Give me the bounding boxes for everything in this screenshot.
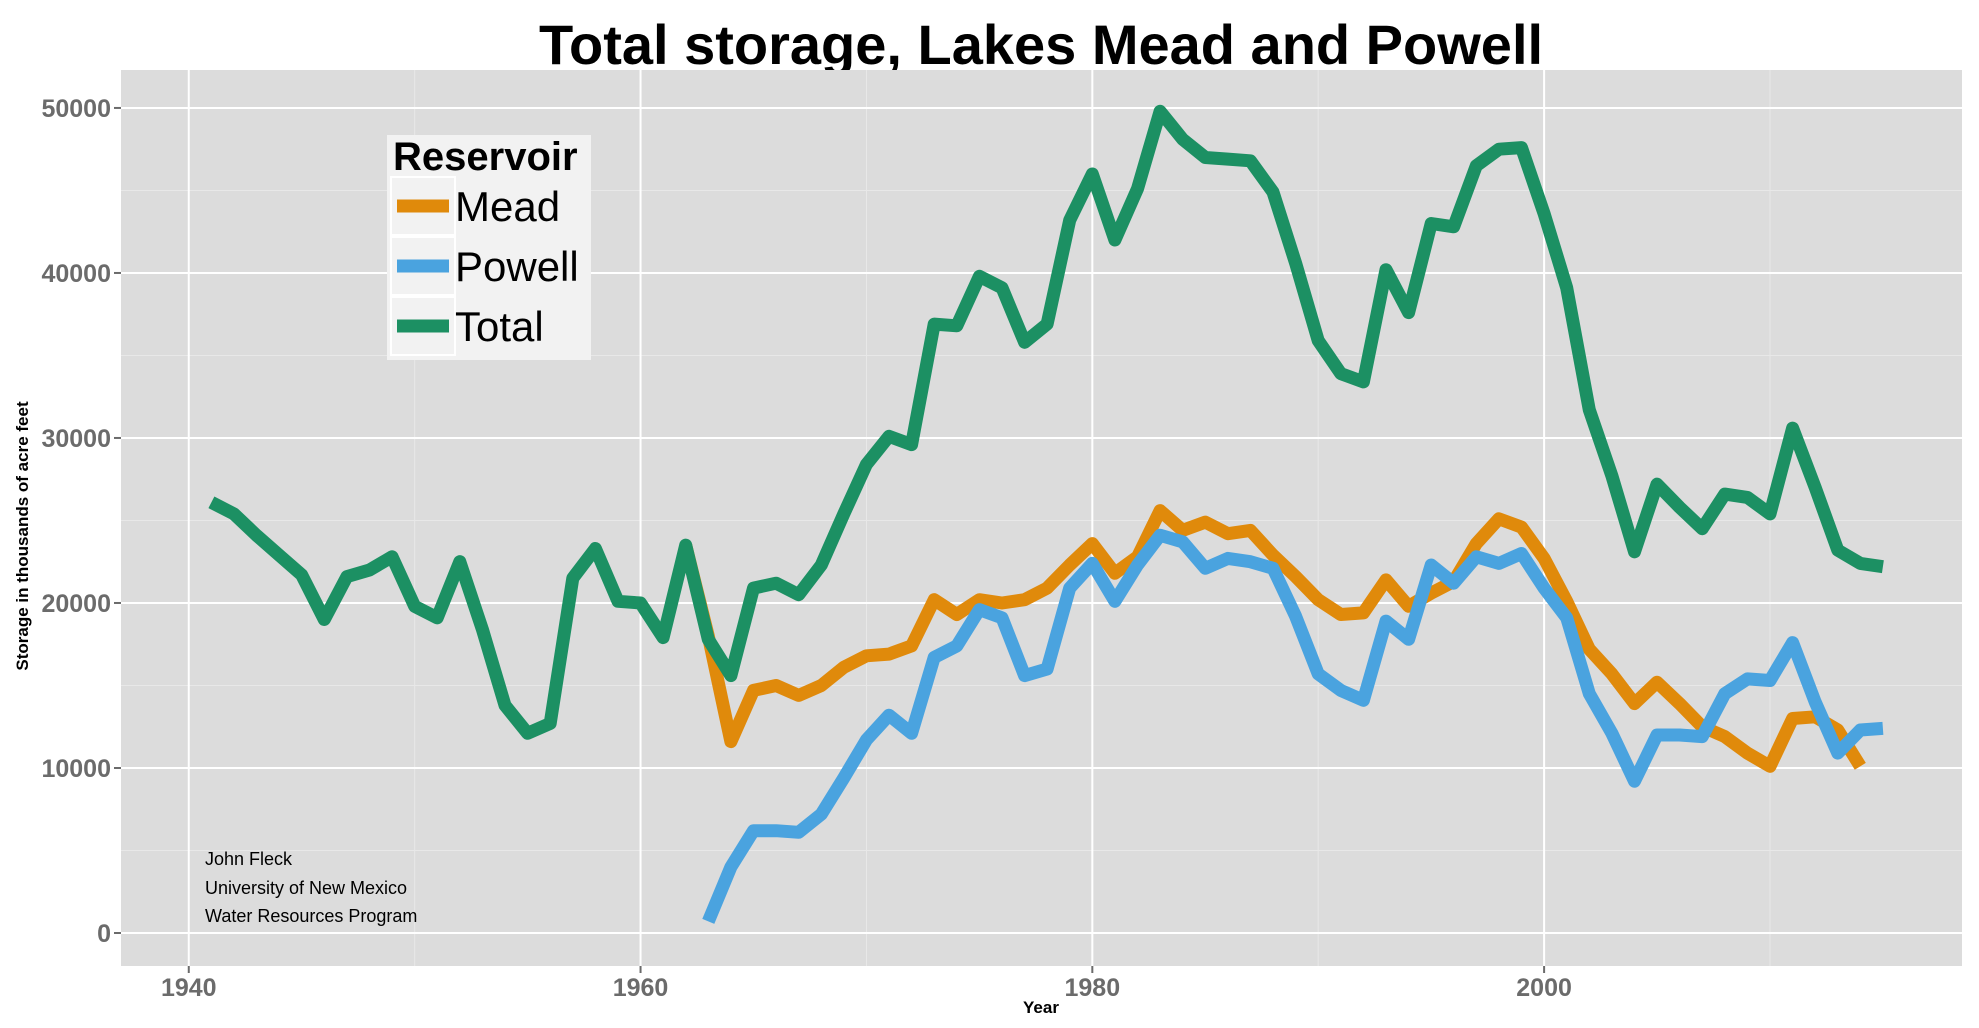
x-tick-label: 1980 (1065, 974, 1121, 1002)
series-line-total (208, 104, 1884, 740)
y-tick-label: 30000 (41, 425, 111, 453)
x-tick-label: 1960 (613, 974, 669, 1002)
y-tick-label: 0 (97, 920, 111, 948)
legend-title: Reservoir (393, 135, 578, 179)
y-tick-label: 20000 (41, 590, 111, 618)
legend-label-powell: Powell (455, 243, 579, 290)
y-tick-label: 50000 (41, 95, 111, 123)
series-lines (208, 104, 1884, 924)
y-axis-label: Storage in thousands of acre feet (13, 401, 32, 671)
y-tick-label: 10000 (41, 755, 111, 783)
credit-annotation: John Fleck University of New Mexico Wate… (205, 849, 417, 926)
x-tick-label: 1940 (161, 974, 217, 1002)
series-line-mead (679, 504, 1866, 773)
y-axis-ticks: 0 10000 20000 30000 40000 50000 (41, 95, 121, 948)
y-tick-label: 40000 (41, 260, 111, 288)
x-axis-ticks: 1940 1960 1980 2000 (161, 966, 1572, 1002)
legend-entries: Mead Powell Total (390, 176, 579, 356)
chart-title: Total storage, Lakes Mead and Powell (539, 13, 1543, 76)
legend: Reservoir Mead Powell Total (387, 135, 591, 360)
legend-label-mead: Mead (455, 183, 560, 230)
annotation-line-1: John Fleck (205, 849, 293, 869)
x-tick-label: 2000 (1516, 974, 1572, 1002)
x-axis-label: Year (1023, 998, 1059, 1017)
legend-label-total: Total (455, 303, 544, 350)
annotation-line-2: University of New Mexico (205, 878, 407, 898)
series-line-powell (702, 528, 1884, 924)
annotation-line-3: Water Resources Program (205, 906, 417, 926)
